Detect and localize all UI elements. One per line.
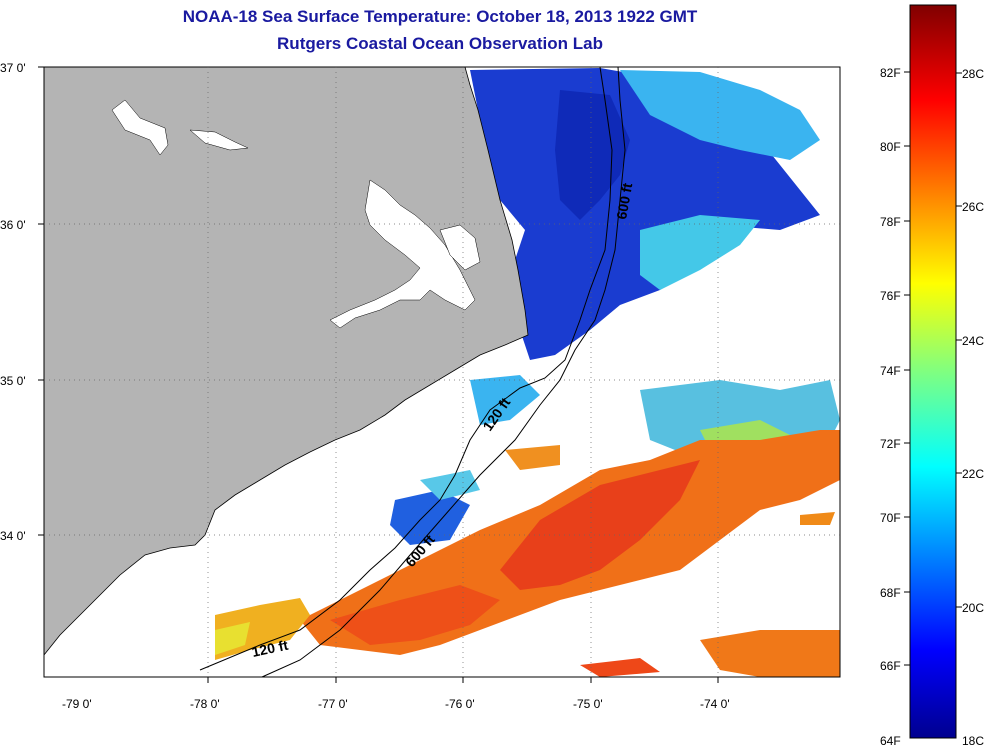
lon-label: -78 0' — [190, 697, 220, 711]
sst-patch-nearshore-yellow — [215, 622, 250, 655]
colorbar-label-c: 22C — [962, 467, 984, 481]
lon-label: -75 0' — [573, 697, 603, 711]
contour-label-120ft-south: 120 ft — [250, 637, 289, 660]
colorbar-label-f: 66F — [880, 659, 901, 673]
sst-patch-cold-north2 — [555, 90, 630, 220]
colorbar-label-f: 82F — [880, 66, 901, 80]
map-subtitle: Rutgers Coastal Ocean Observation Lab — [277, 34, 603, 53]
sst-patch-warm-south — [580, 658, 660, 677]
inland-waters — [111, 99, 481, 329]
sst-patch-cool-east — [640, 215, 760, 290]
lat-label: 34 0' — [0, 529, 26, 543]
lon-label: -74 0' — [700, 697, 730, 711]
sst-patch-warm-east — [800, 512, 835, 525]
colorbar-ticks — [904, 71, 962, 666]
colorbar-label-f: 76F — [880, 289, 901, 303]
colorbar-label-f: 78F — [880, 215, 901, 229]
colorbar-label-c: 26C — [962, 200, 984, 214]
contour-120ft — [199, 66, 613, 671]
colorbar-label-f: 80F — [880, 140, 901, 154]
colorbar-label-f: 72F — [880, 437, 901, 451]
contour-600ft — [261, 66, 626, 678]
lon-label: -79 0' — [62, 697, 92, 711]
colorbar-label-c: 28C — [962, 67, 984, 81]
colorbar-label-c: 20C — [962, 601, 984, 615]
colorbar-label-c: 18C — [962, 734, 984, 748]
colorbar-label-f: 70F — [880, 511, 901, 525]
colorbar-label-f: 64F — [880, 734, 901, 748]
axis-ticks — [38, 66, 719, 683]
lon-label: -77 0' — [318, 697, 348, 711]
sst-patches — [215, 68, 840, 677]
sst-patch-cool-northeast — [620, 70, 820, 160]
map-title: NOAA-18 Sea Surface Temperature: October… — [182, 7, 698, 26]
colorbar-label-f: 68F — [880, 586, 901, 600]
colorbar-label-c: 24C — [962, 334, 984, 348]
contour-label-600ft-north: 600 ft — [613, 181, 635, 220]
sst-patch-gulfstream-core — [500, 460, 700, 590]
graticule — [44, 67, 840, 677]
lat-label: 35 0' — [0, 374, 26, 388]
map-frame — [43, 66, 841, 678]
lon-label: -76 0' — [445, 697, 475, 711]
lat-label: 37 0' — [0, 61, 26, 75]
lat-label: 36 0' — [0, 218, 26, 232]
sst-patch-gulfstream-core2 — [330, 585, 500, 645]
bathymetry-contours — [199, 66, 626, 678]
colorbar-gradient — [909, 4, 957, 739]
sst-patch-warm-mid — [505, 445, 560, 470]
colorbar-label-f: 74F — [880, 364, 901, 378]
sst-patch-warm-southeast — [700, 630, 840, 677]
